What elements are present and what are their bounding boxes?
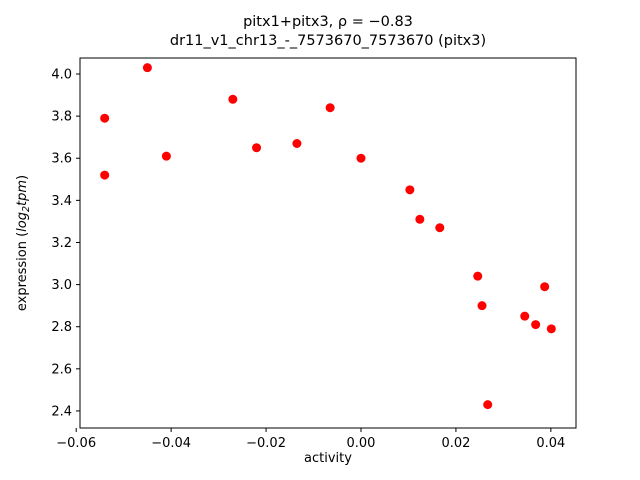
y-tick-label: 4.0: [51, 68, 72, 83]
data-point: [405, 185, 415, 195]
plot-frame: [79, 57, 577, 429]
data-point: [100, 170, 110, 180]
x-tick-label: −0.04: [151, 436, 191, 451]
data-point: [228, 94, 238, 104]
plot-title-line2: dr11_v1_chr13_-_7573670_7573670 (pitx3): [170, 33, 486, 49]
data-point: [292, 138, 302, 148]
x-axis-ticks: −0.06 −0.04 −0.02 0.00 0.02 0.04: [56, 428, 565, 451]
data-point: [483, 400, 493, 410]
data-point: [100, 113, 110, 123]
y-axis-label: expression (log2tpm): [15, 175, 32, 311]
data-point: [161, 151, 171, 161]
x-tick-label: 0.02: [441, 436, 470, 451]
y-tick-label: 2.4: [51, 404, 72, 419]
x-tick-label: −0.02: [246, 436, 286, 451]
data-point: [415, 214, 425, 224]
data-point: [142, 63, 152, 73]
data-point: [520, 311, 530, 321]
data-point: [477, 301, 487, 311]
y-tick-label: 2.8: [51, 320, 72, 335]
data-point: [473, 271, 483, 281]
y-axis-label-math: log: [15, 212, 30, 232]
y-axis-label-tail: tpm: [15, 180, 30, 206]
data-point: [252, 143, 262, 153]
y-tick-label: 3.8: [51, 110, 72, 125]
y-axis-label-prefix: expression (: [15, 232, 30, 311]
data-point: [531, 320, 541, 330]
x-tick-label: 0.04: [536, 436, 565, 451]
y-tick-label: 3.6: [51, 152, 72, 167]
data-point: [540, 282, 550, 292]
plot-title-line1: pitx1+pitx3, ρ = −0.83: [243, 14, 413, 30]
x-axis-label: activity: [304, 451, 352, 466]
y-tick-label: 3.4: [51, 194, 72, 209]
y-tick-label: 3.2: [51, 236, 72, 251]
x-tick-label: 0.00: [347, 436, 376, 451]
y-tick-label: 3.0: [51, 278, 72, 293]
y-axis-label-sub: 2: [21, 206, 32, 212]
data-point: [435, 223, 445, 233]
y-axis-ticks: 2.4 2.6 2.8 3.0 3.2 3.4 3.6 3.8 4.0: [51, 68, 80, 419]
x-tick-label: −0.06: [56, 436, 96, 451]
scatter-points: [100, 63, 556, 410]
data-point: [356, 153, 366, 163]
y-tick-label: 2.6: [51, 362, 72, 377]
data-point: [325, 103, 335, 113]
data-point: [546, 324, 556, 334]
y-axis-label-suffix: ): [15, 175, 30, 180]
